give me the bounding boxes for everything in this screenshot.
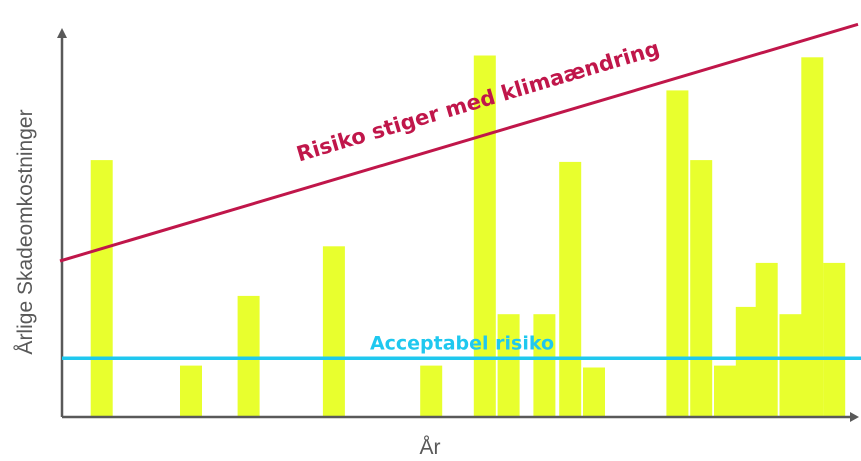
- y-axis-arrow: [57, 28, 67, 38]
- acceptable-risk-label: Acceptabel risiko: [370, 332, 554, 354]
- bar: [90, 160, 113, 417]
- bar: [714, 365, 736, 417]
- bar: [779, 314, 802, 417]
- bar: [583, 367, 605, 417]
- bar: [823, 262, 846, 417]
- bar: [473, 55, 496, 417]
- bar: [237, 295, 260, 417]
- bar: [735, 306, 758, 417]
- bar: [559, 161, 582, 417]
- bar: [755, 262, 778, 417]
- bar: [666, 90, 689, 418]
- bar: [801, 57, 824, 418]
- bar: [420, 365, 443, 417]
- bar: [497, 314, 520, 417]
- risk-line: [59, 22, 859, 263]
- bar: [533, 314, 556, 417]
- bar: [180, 365, 202, 417]
- bar: [690, 160, 713, 417]
- axes: [57, 28, 859, 422]
- y-axis-title: Årlige Skadeomkostninger: [14, 109, 37, 354]
- bars: [90, 55, 846, 418]
- x-axis-arrow: [850, 412, 859, 422]
- x-axis-title: År: [420, 436, 441, 459]
- bar: [322, 246, 345, 417]
